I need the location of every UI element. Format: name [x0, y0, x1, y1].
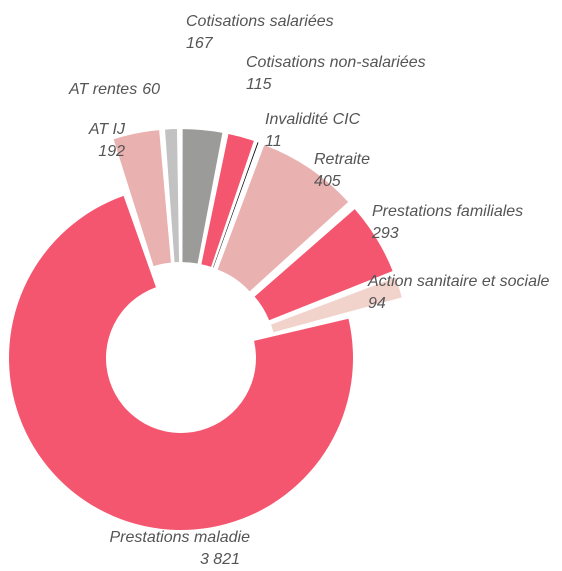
slice-name: Cotisations non-salariées [246, 54, 426, 71]
slice [113, 130, 171, 267]
slice-value: 94 [368, 295, 386, 312]
slice [254, 209, 393, 321]
slice-name: AT rentes [68, 81, 137, 98]
slice-name: Cotisations salariées [186, 13, 334, 30]
slice-name: Retraite [314, 151, 370, 168]
slice-name: Prestations familiales [372, 203, 523, 220]
slice-value: 192 [98, 143, 125, 160]
slice-name: Invalidité CIC [265, 111, 361, 128]
slice-name: Prestations maladie [109, 529, 250, 546]
slice-name: AT IJ [88, 121, 126, 138]
slice [213, 142, 259, 268]
slice-value: 293 [371, 225, 399, 242]
slice-value: 60 [142, 81, 160, 98]
slice-value: 405 [314, 173, 341, 190]
slice [165, 129, 180, 263]
slice-value: 11 [265, 133, 282, 150]
slice-name: Action sanitaire et sociale [367, 273, 550, 290]
slice [217, 145, 349, 292]
slice [182, 129, 223, 264]
slice-value: 3 821 [200, 551, 240, 568]
slice-label: AT rentes 60 [68, 81, 160, 98]
slice [201, 133, 254, 267]
slice [271, 277, 402, 333]
slice [8, 195, 353, 530]
slice-value: 167 [186, 35, 214, 52]
slice-value: 115 [246, 76, 272, 93]
